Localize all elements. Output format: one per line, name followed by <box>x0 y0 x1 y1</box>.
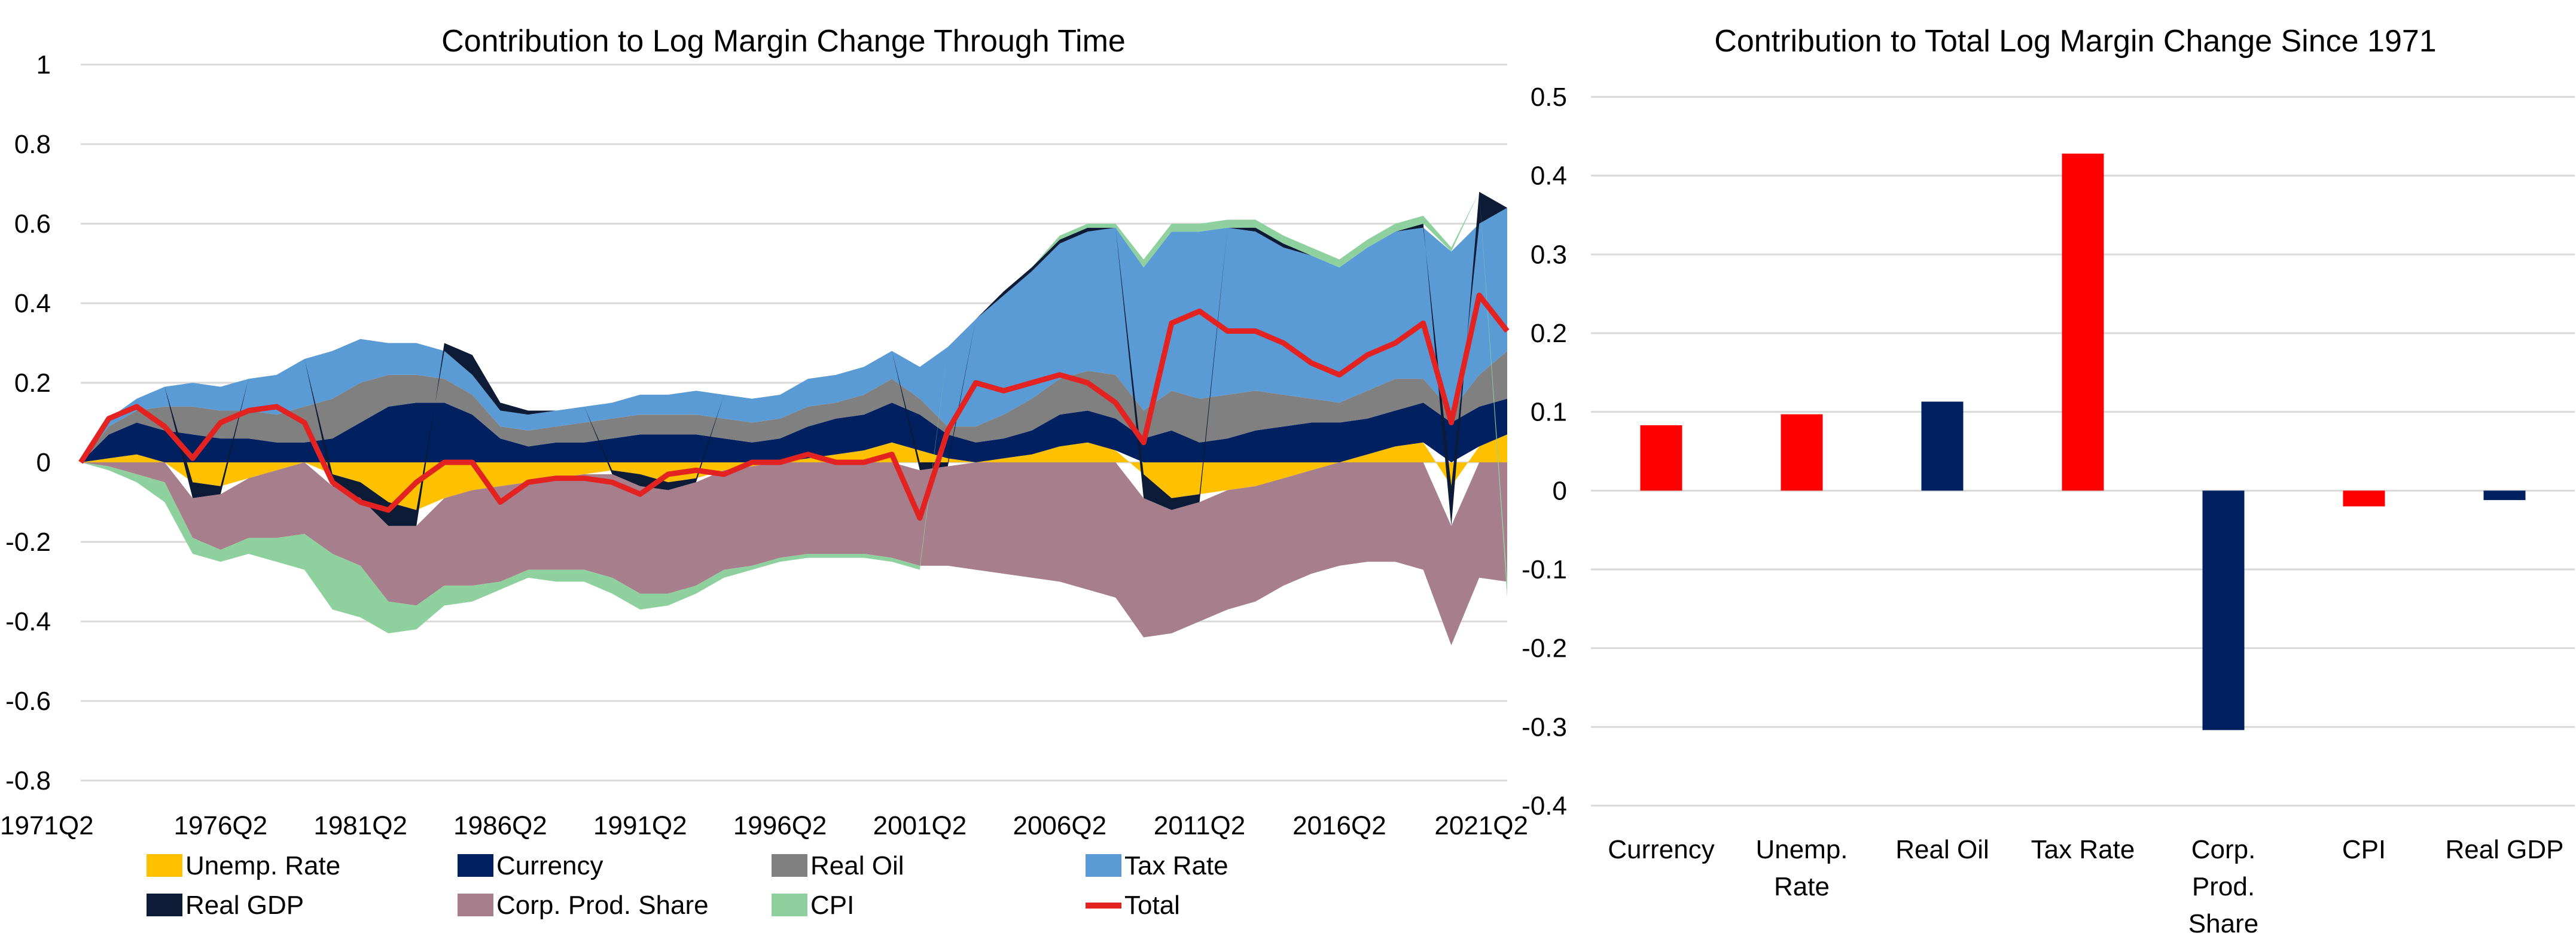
right-x-tick-line: Share <box>2188 909 2258 938</box>
left-y-tick-label: -0.2 <box>5 528 51 557</box>
left-x-tick-label: 1996Q2 <box>733 811 827 840</box>
bar-currency <box>1640 425 1682 491</box>
legend-item-real-oil: Real Oil <box>772 851 904 880</box>
right-y-tick-label: 0 <box>1553 476 1567 505</box>
left-chart-title: Contribution to Log Margin Change Throug… <box>441 24 1126 59</box>
left-chart-legend: Unemp. Rate Currency Real Oil Tax Rate Real … <box>147 851 1228 920</box>
left-chart: Contribution to Log Margin Change Throug… <box>0 24 1528 920</box>
legend-label: CPI <box>810 891 854 920</box>
area-real-oil <box>81 350 1507 462</box>
right-chart-bars <box>1640 153 2526 730</box>
right-x-tick-line: Real GDP <box>2445 835 2563 864</box>
right-y-tick-label: -0.3 <box>1522 712 1567 742</box>
left-x-tick-label: 2011Q2 <box>1154 811 1245 840</box>
bar-real-gdp <box>2483 490 2526 501</box>
right-y-tick-label: -0.2 <box>1522 634 1567 663</box>
bar-real-oil <box>1921 401 1964 491</box>
legend-swatch <box>458 854 493 877</box>
right-y-tick-label: -0.1 <box>1522 555 1567 584</box>
legend-label: Tax Rate <box>1124 851 1228 880</box>
left-x-tick-label: 1991Q2 <box>593 811 687 840</box>
right-chart-x-ticks: Currency Unemp. Rate Real Oil Tax Rate Corp. P… <box>1608 835 2563 938</box>
left-y-tick-label: 0.4 <box>14 289 51 318</box>
right-x-tick-label: Corp. Prod. Share <box>2188 835 2258 938</box>
right-x-tick-line: Tax Rate <box>2031 835 2135 864</box>
left-x-tick-label: 2021Q2 <box>1434 811 1528 840</box>
left-y-tick-label: 0.8 <box>14 130 51 159</box>
left-y-tick-label: -0.4 <box>5 607 51 636</box>
right-chart: Contribution to Total Log Margin Change … <box>1522 24 2575 938</box>
legend-label: Real Oil <box>810 851 904 880</box>
right-x-tick-line: Unemp. <box>1755 835 1848 864</box>
legend-label: Unemp. Rate <box>185 851 340 880</box>
right-x-tick-label: Currency <box>1608 835 1715 864</box>
right-y-tick-label: -0.4 <box>1522 791 1567 821</box>
left-chart-x-ticks: 1971Q2 1976Q2 1981Q2 1986Q2 1991Q2 1996Q2 2001… <box>0 811 1528 840</box>
legend-item-currency: Currency <box>458 851 603 880</box>
left-y-tick-label: 1 <box>36 50 51 80</box>
right-x-tick-line: Rate <box>1774 872 1830 901</box>
right-chart-y-ticks: 0.5 0.4 0.3 0.2 0.1 0 -0.1 -0.2 -0.3 -0.4 <box>1522 83 1567 821</box>
legend-label: Currency <box>496 851 603 880</box>
legend-label: Real GDP <box>185 891 304 920</box>
legend-item-tax-rate: Tax Rate <box>1086 851 1228 880</box>
legend-item-cpi: CPI <box>772 891 854 920</box>
left-x-tick-label: 1981Q2 <box>313 811 407 840</box>
right-y-tick-label: 0.3 <box>1531 240 1567 269</box>
right-x-tick-line: Corp. <box>2191 835 2256 864</box>
area-currency <box>81 398 1507 462</box>
right-x-tick-label: Tax Rate <box>2031 835 2135 864</box>
legend-swatch <box>772 894 807 916</box>
area-unemp-rate <box>81 434 1507 510</box>
left-y-tick-label: 0 <box>36 448 51 477</box>
legend-item-total: Total <box>1086 891 1180 920</box>
area-corp-prod-share <box>81 462 1507 645</box>
left-x-tick-label: 2006Q2 <box>1013 811 1106 840</box>
left-y-tick-label: 0.2 <box>14 368 51 398</box>
left-y-tick-label: -0.6 <box>5 687 51 716</box>
right-x-tick-line: Real Oil <box>1895 835 1989 864</box>
right-x-tick-line: CPI <box>2342 835 2386 864</box>
bar-corp-prod-share <box>2202 490 2245 730</box>
left-x-tick-label: 1976Q2 <box>174 811 268 840</box>
legend-swatch <box>458 894 493 916</box>
right-x-tick-label: Real GDP <box>2445 835 2563 864</box>
right-x-tick-label: Unemp. Rate <box>1755 835 1848 901</box>
right-y-tick-label: 0.5 <box>1531 83 1567 112</box>
left-y-tick-label: -0.8 <box>5 766 51 795</box>
legend-item-corp-prod-share: Corp. Prod. Share <box>458 891 709 920</box>
legend-swatch <box>147 894 182 916</box>
legend-swatch <box>147 854 182 877</box>
legend-item-real-gdp: Real GDP <box>147 891 304 920</box>
left-y-tick-label: 0.6 <box>14 209 51 239</box>
bar-tax-rate <box>2062 153 2104 491</box>
legend-swatch <box>772 854 807 877</box>
right-y-tick-label: 0.1 <box>1531 398 1567 427</box>
left-chart-y-ticks: 1 0.8 0.6 0.4 0.2 0 -0.2 -0.4 -0.6 -0.8 <box>5 50 51 795</box>
bar-unemp-rate <box>1781 414 1823 491</box>
legend-label: Corp. Prod. Share <box>496 891 709 920</box>
legend-swatch <box>1086 854 1121 877</box>
right-y-tick-label: 0.2 <box>1531 319 1567 348</box>
area-tax-rate <box>81 208 1507 462</box>
legend-label: Total <box>1124 891 1180 920</box>
left-x-tick-label: 1986Q2 <box>453 811 547 840</box>
right-x-tick-line: Prod. <box>2192 872 2255 901</box>
left-chart-areas <box>78 191 1510 645</box>
right-chart-title: Contribution to Total Log Margin Change … <box>1714 24 2436 59</box>
left-x-tick-label: 2001Q2 <box>873 811 967 840</box>
right-x-tick-label: CPI <box>2342 835 2386 864</box>
bar-cpi <box>2343 490 2385 507</box>
left-x-tick-label: 2016Q2 <box>1292 811 1386 840</box>
right-x-tick-line: Currency <box>1608 835 1715 864</box>
legend-item-unemp-rate: Unemp. Rate <box>147 851 340 880</box>
left-x-tick-label: 1971Q2 <box>0 811 94 840</box>
right-x-tick-label: Real Oil <box>1895 835 1989 864</box>
line-total <box>78 292 1510 521</box>
right-y-tick-label: 0.4 <box>1531 161 1567 191</box>
